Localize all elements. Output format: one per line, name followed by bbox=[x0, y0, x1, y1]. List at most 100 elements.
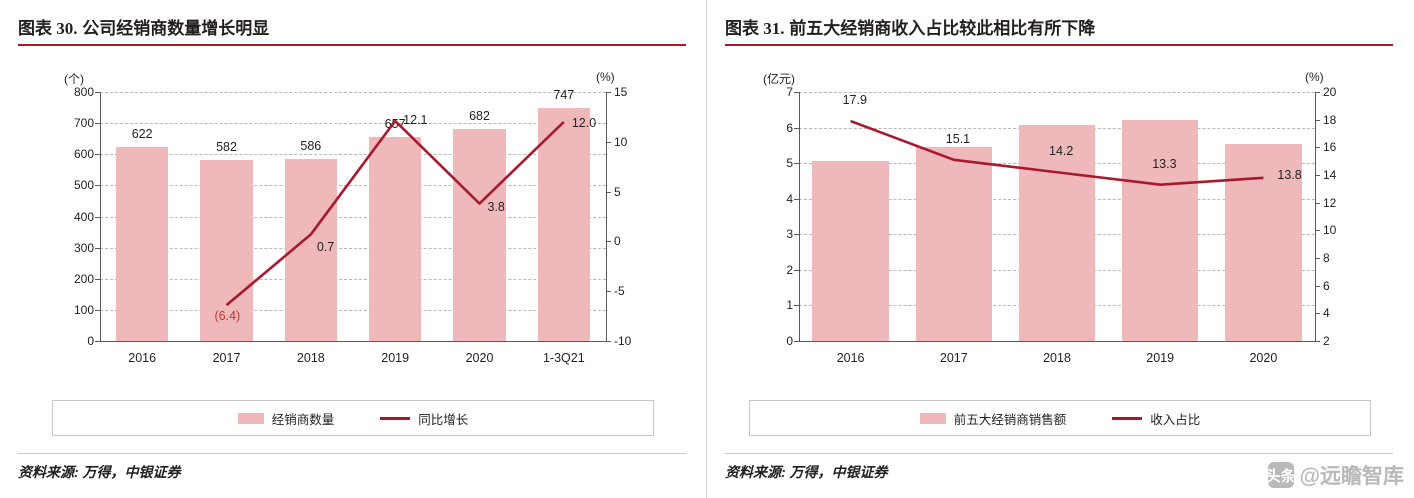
bar bbox=[369, 136, 422, 341]
gridline bbox=[100, 154, 606, 156]
x-axis-tick-label: 2016 bbox=[128, 351, 157, 365]
bar-value-label: 582 bbox=[216, 139, 237, 154]
watermark: 头条 @远瞻智库 bbox=[1266, 460, 1404, 490]
right-legend-bar-label: 前五大经销商销售额 bbox=[953, 412, 1067, 427]
y-axis-tick-label: 0 bbox=[786, 334, 793, 348]
y-axis-tick-label: 2 bbox=[786, 262, 793, 277]
right-axis-unit: (%) bbox=[596, 70, 615, 84]
line-value-label: 12.1 bbox=[403, 112, 428, 127]
y2-axis-tick-label: 8 bbox=[1323, 251, 1330, 265]
y2-axis-tick bbox=[1315, 202, 1320, 204]
line-value-label: 17.9 bbox=[842, 93, 867, 108]
right-title-rule bbox=[725, 44, 1393, 46]
line-value-label: 12.0 bbox=[571, 115, 597, 130]
y-axis-tick-label: 3 bbox=[786, 227, 793, 242]
y-axis-tick bbox=[794, 269, 799, 271]
y2-axis-tick bbox=[606, 92, 611, 93]
x-axis-tick-label: 1-3Q21 bbox=[542, 351, 585, 365]
y2-axis-line bbox=[1315, 92, 1316, 341]
y-axis-tick bbox=[794, 92, 799, 93]
y2-axis-tick bbox=[606, 291, 611, 293]
line-value-label: (6.4) bbox=[214, 309, 241, 324]
bar-swatch-icon bbox=[237, 412, 264, 424]
bar-value-label: 682 bbox=[469, 108, 490, 123]
x-axis-tick-label: 2018 bbox=[1043, 351, 1071, 365]
y2-axis-tick-label: 4 bbox=[1323, 306, 1330, 321]
line-value-label: 13.3 bbox=[1152, 156, 1177, 171]
bar bbox=[1018, 124, 1096, 341]
y-axis-line bbox=[100, 92, 101, 341]
x-axis-tick-label: 2018 bbox=[296, 351, 325, 365]
gridline bbox=[100, 123, 606, 125]
y2-axis-tick-label: 14 bbox=[1323, 168, 1337, 182]
right-title: 图表 31. 前五大经销商收入占比较此相比有所下降 bbox=[725, 14, 1393, 39]
gridline bbox=[100, 92, 606, 94]
bar bbox=[1122, 120, 1199, 341]
gridline bbox=[100, 185, 606, 187]
right-legend-bar: 前五大经销商销售额 bbox=[919, 409, 1067, 428]
y-axis-tick bbox=[794, 341, 799, 342]
y2-axis-tick bbox=[1315, 285, 1320, 287]
y-axis-tick bbox=[95, 185, 100, 187]
left-source: 资料来源: 万得，中银证券 bbox=[18, 464, 181, 480]
right-source-rule bbox=[725, 453, 1393, 454]
left-axis-unit: (个) bbox=[64, 72, 84, 86]
bar bbox=[915, 147, 992, 341]
y-axis-tick-label: 600 bbox=[73, 147, 94, 162]
x-axis-tick-label: 2019 bbox=[1146, 351, 1175, 365]
right-title-number: 图表 31. bbox=[725, 19, 785, 38]
right-plot-area: (亿元) (%) 0 1 2 3 4 5 6 7 2 4 6 8 10 12 14 16 18 20 2016 2017 2… bbox=[759, 64, 1359, 389]
line-value-label: 0.7 bbox=[316, 240, 335, 255]
x-axis-tick-label: 2016 bbox=[836, 351, 865, 365]
y-axis-tick-label: 400 bbox=[73, 209, 94, 224]
y-axis-tick bbox=[95, 309, 100, 311]
y2-axis-tick bbox=[606, 191, 611, 193]
line-series bbox=[850, 119, 1264, 186]
right-legend-line: 收入占比 bbox=[1112, 409, 1200, 428]
left-axis-unit: (亿元) bbox=[763, 72, 795, 86]
gridline bbox=[100, 216, 606, 219]
y2-axis-tick-label: 16 bbox=[1323, 140, 1337, 155]
right-title-text: 前五大经销商收入占比较此相比有所下降 bbox=[789, 19, 1096, 38]
right-legend-line-label: 收入占比 bbox=[1150, 412, 1201, 427]
watermark-text: @远瞻智库 bbox=[1299, 465, 1404, 488]
y-axis-tick-label: 500 bbox=[73, 178, 94, 193]
bar bbox=[200, 159, 253, 341]
left-source-rule bbox=[18, 453, 686, 454]
y-axis-tick-label: 6 bbox=[786, 120, 793, 135]
y2-axis-tick-label: 10 bbox=[614, 134, 628, 149]
x-axis-line bbox=[799, 341, 1315, 342]
y-axis-tick-label: 700 bbox=[73, 116, 94, 131]
bar-value-label: 622 bbox=[131, 127, 153, 142]
y-axis-tick bbox=[95, 216, 100, 218]
y-axis-tick bbox=[95, 154, 100, 156]
bar bbox=[1225, 143, 1302, 341]
y-axis-tick bbox=[95, 247, 100, 249]
y2-axis-tick bbox=[1315, 147, 1320, 149]
left-title-text: 公司经销商数量增长明显 bbox=[82, 19, 270, 38]
y-axis-tick-label: 1 bbox=[786, 298, 793, 313]
line-value-label: 3.8 bbox=[487, 199, 505, 214]
y2-axis-tick-label: 6 bbox=[1323, 278, 1330, 293]
y2-axis-line bbox=[606, 92, 607, 341]
gridline bbox=[799, 92, 1315, 94]
x-axis-tick-label: 2019 bbox=[381, 351, 410, 365]
y2-axis-tick bbox=[1315, 341, 1320, 342]
y2-axis-tick bbox=[1315, 92, 1320, 93]
y-axis-tick bbox=[95, 341, 100, 342]
y2-axis-tick-label: -5 bbox=[614, 284, 625, 299]
y2-axis-tick bbox=[606, 141, 611, 143]
x-axis-line bbox=[100, 341, 606, 342]
y-axis-tick-label: 300 bbox=[73, 240, 94, 255]
toutiao-badge-icon: 头条 bbox=[1266, 462, 1296, 488]
line-value-label: 13.8 bbox=[1277, 167, 1302, 182]
line-value-label: 14.2 bbox=[1049, 144, 1074, 159]
gridline bbox=[100, 309, 606, 312]
y-axis-tick-label: 800 bbox=[73, 85, 94, 99]
y2-axis-tick bbox=[1315, 313, 1320, 315]
y2-axis-tick bbox=[606, 241, 611, 243]
y2-axis-tick-label: 15 bbox=[614, 85, 628, 99]
y2-axis-tick-label: 5 bbox=[614, 184, 621, 199]
y-axis-tick-label: 100 bbox=[73, 302, 94, 317]
y-axis-tick-label: 0 bbox=[87, 334, 94, 348]
